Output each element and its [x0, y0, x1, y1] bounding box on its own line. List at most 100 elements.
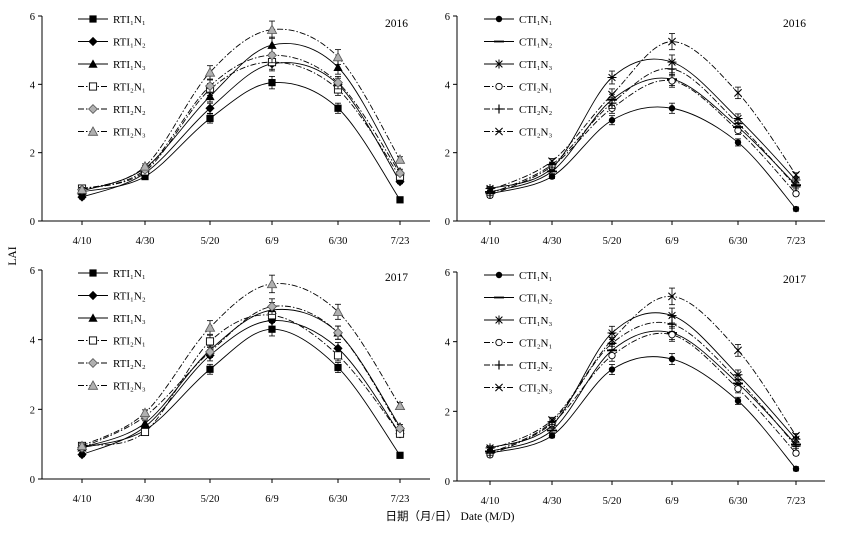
y-tick-label: 4	[30, 80, 36, 91]
data-point	[139, 160, 151, 171]
legend-marker	[88, 290, 98, 301]
legend-label: CTI₂N₂	[519, 360, 552, 372]
legend-marker	[89, 269, 97, 277]
series-line	[81, 54, 401, 190]
data-point	[667, 319, 677, 329]
x-tick-label: 6/30	[329, 236, 348, 247]
series-line	[489, 68, 797, 195]
legend-marker	[88, 104, 98, 114]
y-tick-label: 6	[445, 268, 450, 279]
legend-marker	[494, 360, 504, 370]
series-4	[77, 54, 405, 193]
data-point	[77, 450, 87, 460]
legend-label: CTI₂N₃	[519, 127, 552, 139]
legend-marker	[495, 383, 503, 392]
legend-label: RTI₁N₃	[113, 59, 146, 71]
legend-marker	[494, 315, 504, 325]
legend-item: CTI₁N₂	[484, 37, 552, 49]
data-point	[668, 77, 676, 85]
x-tick-label: 4/10	[73, 236, 92, 247]
series-line	[81, 305, 401, 449]
data-point	[206, 365, 214, 373]
series-4	[77, 307, 405, 450]
data-point	[332, 306, 344, 317]
data-point	[333, 327, 343, 338]
y-axis-label: LAI	[7, 246, 19, 265]
year-label: 2016	[783, 18, 806, 30]
legend-marker	[87, 126, 99, 136]
legend-item: CTI₁N₂	[484, 293, 552, 305]
data-point	[792, 170, 800, 179]
data-point	[395, 423, 405, 434]
legend-marker	[88, 313, 98, 322]
data-point	[608, 351, 616, 360]
legend-item: CTI₁N₃	[484, 59, 552, 71]
legend-marker	[87, 380, 99, 390]
data-point	[486, 445, 494, 454]
legend-item: CTI₂N₃	[484, 383, 552, 395]
legend-marker	[494, 59, 504, 69]
data-point	[734, 346, 742, 355]
data-point	[667, 64, 677, 74]
legend-item: CTI₁N₁	[484, 270, 552, 282]
legend-item: RTI₁N₃	[78, 313, 146, 325]
y-tick-label: 0	[445, 217, 450, 228]
data-point	[334, 363, 342, 372]
y-tick-label: 6	[30, 266, 35, 277]
x-tick-label: 4/30	[136, 494, 155, 505]
legend-label: RTI₂N₃	[113, 127, 146, 139]
legend-label: RTI₁N₃	[113, 313, 146, 325]
legend-item: RTI₂N₂	[78, 358, 146, 370]
data-point	[395, 168, 405, 179]
legend-label: RTI₁N₁	[113, 14, 146, 26]
legend-item: RTI₂N₁	[78, 82, 146, 94]
data-point	[548, 173, 556, 180]
legend-item: CTI₂N₁	[484, 82, 552, 94]
x-tick-label: 5/20	[603, 236, 622, 247]
x-tick-label: 4/30	[136, 236, 155, 247]
legend-item: RTI₁N₂	[78, 291, 146, 303]
legend-item: RTI₁N₂	[78, 37, 146, 49]
year-label: 2016	[385, 18, 408, 30]
legend: RTI₁N₁ RTI₁N₂ RTI₁N₃ RTI₂N₁ RTI₂N₂ RTI₂N₃	[78, 268, 146, 393]
data-point	[266, 278, 278, 289]
data-point	[608, 366, 616, 373]
data-point	[333, 351, 343, 360]
y-tick-label: 4	[445, 338, 451, 349]
legend-item: RTI₁N₁	[78, 14, 146, 26]
series-line	[489, 106, 797, 210]
data-point	[668, 37, 676, 46]
series-line	[81, 308, 401, 449]
data-point	[734, 397, 742, 405]
series-line	[81, 81, 401, 201]
series-line	[81, 314, 401, 447]
y-tick-label: 0	[30, 217, 35, 228]
x-tick-label: 4/10	[481, 236, 500, 247]
legend: CTI₁N₁ CTI₁N₂ CTI₁N₃ CTI₂N₁ CTI₂N₂ CTI₂N₃	[484, 270, 552, 395]
legend-label: RTI₂N₂	[113, 358, 146, 370]
legend-item: RTI₂N₂	[78, 104, 146, 116]
legend-item: RTI₁N₃	[78, 59, 146, 71]
legend-label: CTI₁N₃	[519, 59, 552, 71]
legend-label: RTI₂N₂	[113, 104, 146, 116]
data-point	[268, 79, 276, 87]
data-point	[607, 73, 617, 82]
series-6	[486, 287, 800, 454]
data-point	[396, 196, 404, 204]
data-point	[792, 431, 800, 440]
data-point	[140, 427, 150, 437]
data-point	[76, 440, 88, 451]
data-point	[608, 90, 616, 99]
y-tick-label: 6	[30, 12, 35, 23]
series-4	[486, 327, 800, 459]
data-point	[548, 416, 556, 425]
x-tick-label: 6/30	[329, 494, 348, 505]
series-6	[486, 33, 800, 195]
legend-marker	[89, 15, 97, 23]
data-point	[548, 157, 556, 166]
y-tick-label: 2	[445, 407, 450, 418]
data-point	[267, 40, 277, 49]
data-point	[204, 66, 216, 77]
